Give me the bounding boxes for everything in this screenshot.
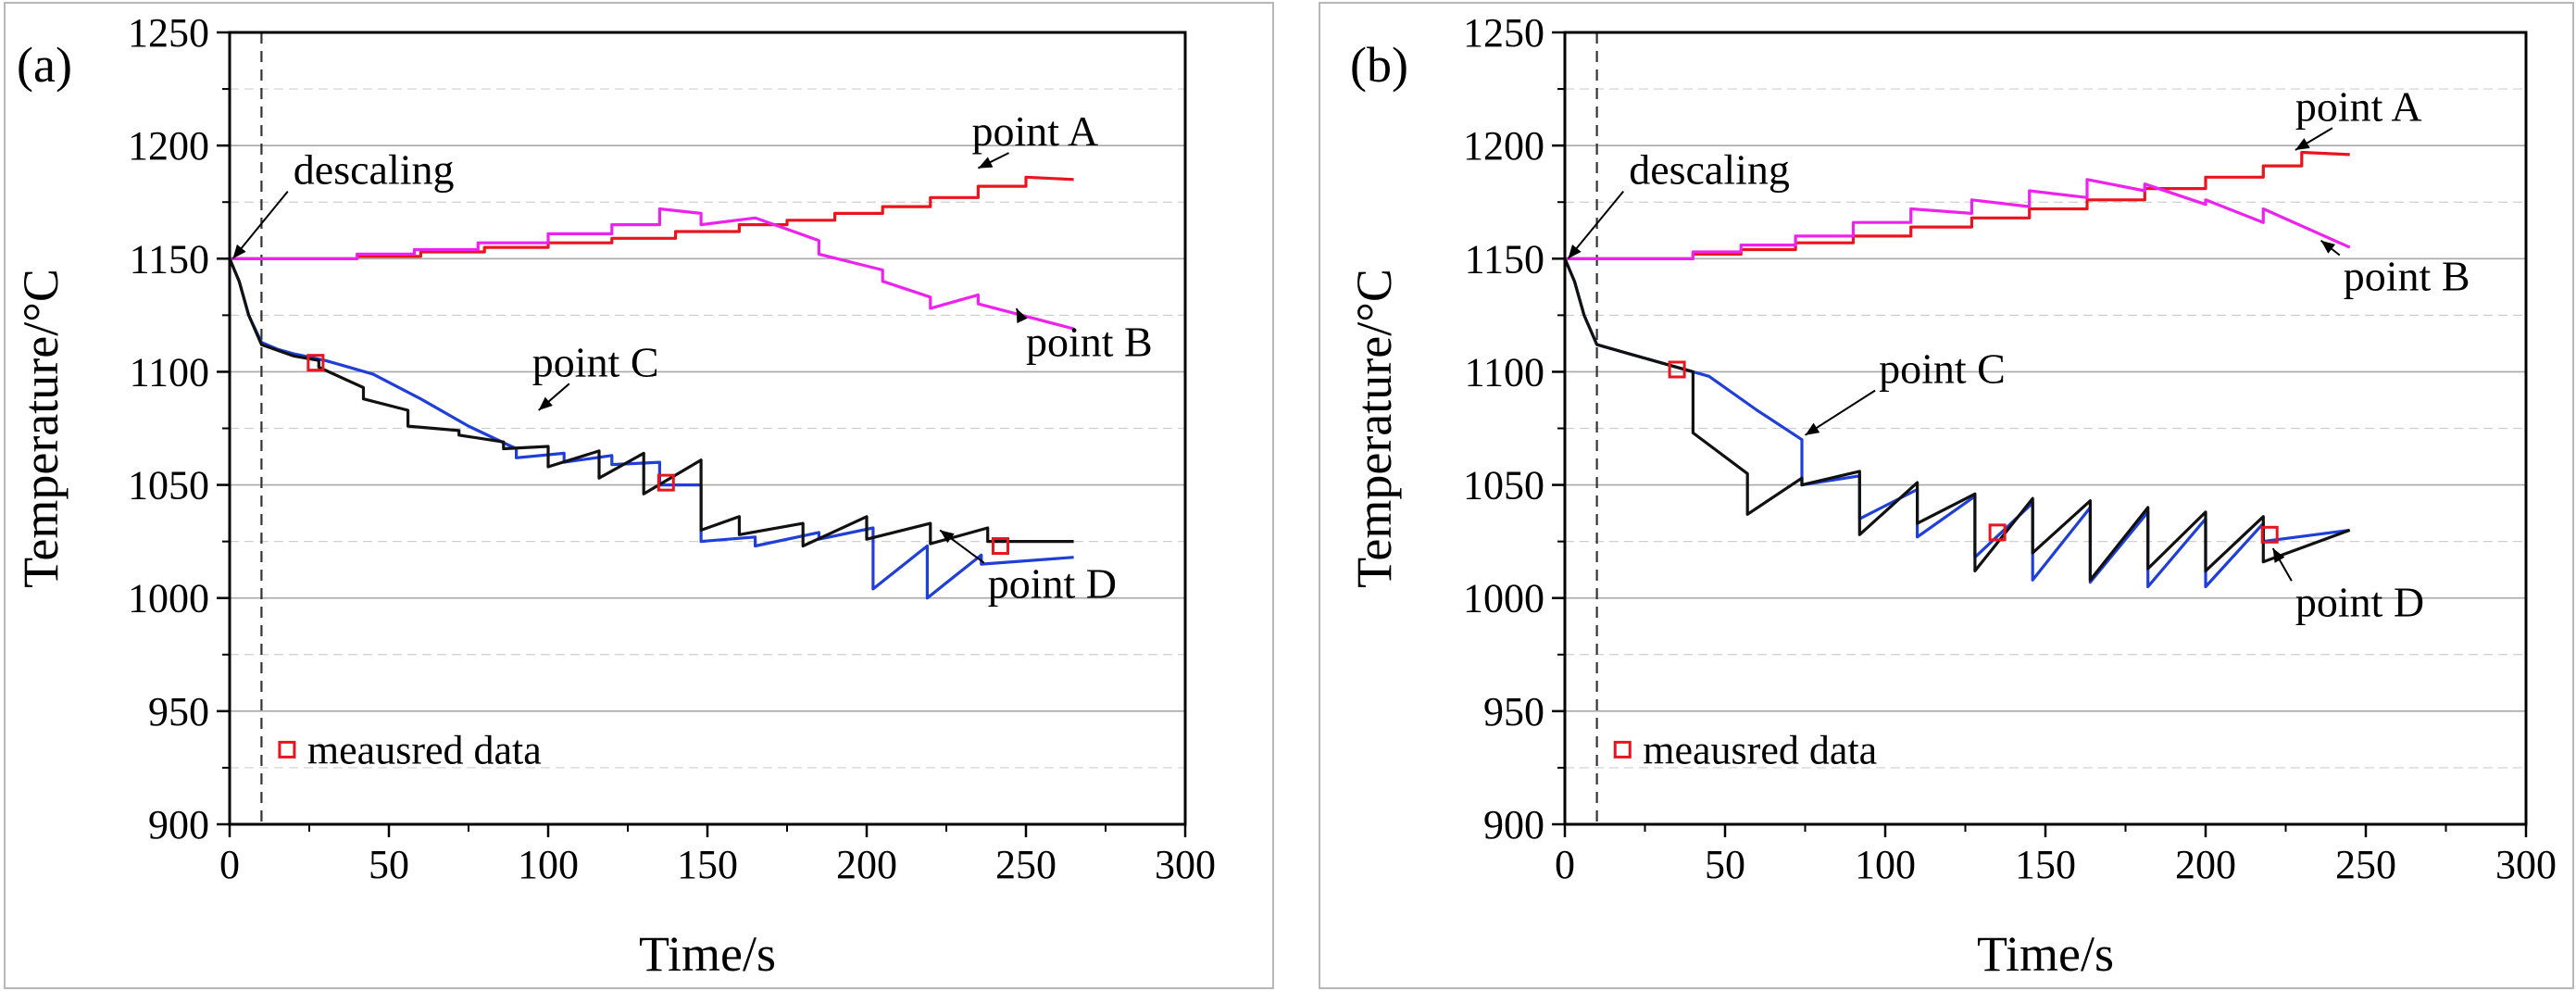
y-tick-label: 1100 (1465, 349, 1544, 395)
annotation-label: point C (532, 338, 659, 385)
x-tick-label: 300 (2495, 842, 2557, 887)
x-tick-label: 100 (1855, 842, 1916, 887)
annotation-label: point C (1879, 345, 2006, 393)
y-tick-label: 1000 (128, 576, 209, 621)
annotation-arrowhead (1805, 422, 1820, 435)
annotation-arrowhead (940, 530, 955, 544)
panel-frame (1319, 2, 2574, 989)
y-tick-label: 1050 (1463, 463, 1544, 508)
annotation-arrow (1567, 191, 1624, 259)
series-line-point-d (1563, 257, 2351, 582)
series-line-point-a (230, 175, 1074, 260)
measured-point (2260, 525, 2279, 544)
y-tick-label: 1000 (1463, 576, 1544, 621)
y-axis-title: Temperature/°C (1346, 269, 1402, 588)
y-tick-label: 1050 (128, 463, 209, 508)
annotation-label: point B (2344, 252, 2470, 299)
series-line-point-b (230, 207, 1075, 331)
measured-point (306, 354, 325, 372)
legend-marker (278, 740, 296, 759)
y-tick-label: 1150 (130, 236, 209, 282)
annotation-label: point B (1026, 318, 1153, 365)
x-tick-label: 50 (1705, 842, 1745, 887)
annotation-label: descaling (294, 146, 455, 194)
annotation-arrowhead (2295, 138, 2310, 151)
y-tick-label: 900 (1483, 802, 1544, 847)
measured-point (1668, 360, 1686, 379)
panel-b: 0 50 100 150 200 250 300 900 950 1000 1050 1100 1150… (1319, 2, 2574, 989)
annotation-label: point A (2295, 82, 2422, 130)
x-tick-label: 100 (518, 842, 579, 887)
measured-point (1988, 523, 2007, 542)
panel-label: (b) (1350, 37, 1408, 93)
x-tick-label: 250 (2335, 842, 2396, 887)
y-tick-label: 1150 (1465, 236, 1544, 282)
annotation-label: point A (972, 107, 1099, 155)
series-line-point-d (228, 257, 1074, 548)
y-tick-label: 950 (1483, 689, 1544, 734)
y-tick-label: 1250 (1463, 10, 1544, 56)
annotation-arrowhead (978, 157, 994, 169)
annotation-arrowhead (1016, 308, 1028, 324)
annotation-arrowhead (1568, 244, 1582, 259)
legend-label: meausred data (307, 727, 542, 772)
series-line-point-c (228, 257, 1074, 600)
measured-point (991, 537, 1009, 556)
panel-frame (4, 2, 1274, 989)
x-tick-label: 0 (219, 842, 240, 887)
y-tick-label: 900 (148, 802, 209, 847)
panel-label: (a) (17, 37, 72, 93)
x-tick-label: 200 (2175, 842, 2236, 887)
x-tick-label: 50 (369, 842, 409, 887)
x-tick-label: 0 (1555, 842, 1575, 887)
x-tick-label: 300 (1155, 842, 1216, 887)
annotation-arrow (231, 191, 289, 259)
annotation-label: point D (988, 560, 1117, 608)
y-tick-label: 950 (148, 689, 209, 734)
legend-label: meausred data (1643, 727, 1877, 772)
x-axis-title: Time/s (639, 926, 776, 982)
series-line-point-a (1565, 150, 2350, 260)
y-tick-label: 1200 (128, 123, 209, 169)
measured-point (657, 473, 675, 492)
annotation-arrowhead (232, 244, 246, 259)
x-tick-label: 150 (2015, 842, 2076, 887)
annotation-arrowhead (2272, 547, 2285, 563)
annotation-arrowhead (2320, 240, 2336, 254)
legend-marker (1613, 740, 1632, 759)
y-tick-label: 1100 (130, 349, 209, 395)
y-tick-label: 1200 (1463, 123, 1544, 169)
panel-a: 0 50 100 150 200 250 300 900 950 1000 1050 1100 1150… (4, 2, 1274, 989)
x-axis-title: Time/s (1977, 926, 2114, 982)
series-line-point-c (1563, 257, 2350, 589)
x-tick-label: 150 (677, 842, 738, 887)
annotation-label: descaling (1629, 146, 1790, 194)
x-tick-label: 250 (995, 842, 1057, 887)
x-tick-label: 200 (836, 842, 897, 887)
y-axis-title: Temperature/°C (13, 269, 69, 588)
series-line-point-b (1565, 178, 2351, 260)
annotation-label: point D (2295, 578, 2424, 625)
annotation-arrowhead (538, 396, 553, 410)
annotation-arrow (1804, 389, 1876, 436)
y-tick-label: 1250 (128, 10, 209, 56)
